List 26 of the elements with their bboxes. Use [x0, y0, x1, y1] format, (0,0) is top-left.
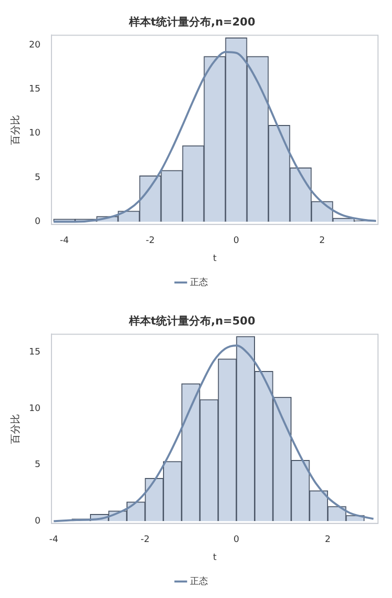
- x-axis-title: t: [212, 254, 217, 264]
- y-tick-label: 10: [29, 128, 41, 139]
- x-tick-label: -4: [49, 535, 58, 546]
- y-tick-label: 0: [34, 217, 41, 228]
- legend-label: 正态: [190, 276, 208, 288]
- y-tick-label: 15: [29, 348, 40, 358]
- x-tick-label: 0: [233, 236, 240, 246]
- y-tick-label: 5: [34, 172, 40, 183]
- line-series: [52, 344, 374, 522]
- y-tick-label: 0: [34, 516, 41, 526]
- y-axis-title: 百分比: [10, 414, 22, 444]
- chart-title: 样本t统计量分布,n=200: [128, 15, 256, 28]
- legend-label: 正态: [190, 576, 208, 587]
- y-tick-label: 10: [29, 404, 41, 414]
- x-tick-label: -4: [60, 236, 70, 246]
- x-tick-label: 2: [319, 236, 326, 246]
- chart-title: 样本t统计量分布,n=500: [128, 314, 256, 328]
- y-tick-label: 20: [29, 40, 41, 50]
- y-tick-label: 5: [34, 460, 40, 470]
- x-tick-label: 2: [324, 535, 331, 546]
- x-tick-label: 0: [234, 535, 240, 546]
- x-axis-title: t: [212, 552, 217, 563]
- x-tick-label: -2: [146, 236, 155, 246]
- y-tick-label: 15: [29, 84, 40, 94]
- y-axis-title: 百分比: [10, 114, 22, 145]
- x-tick-label: -2: [140, 535, 150, 546]
